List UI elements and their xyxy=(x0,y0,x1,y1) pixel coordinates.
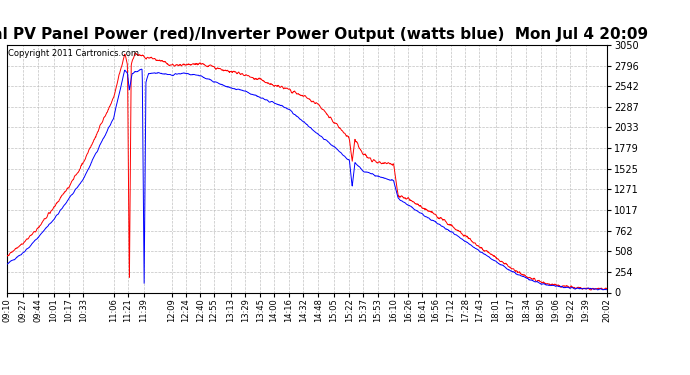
Title: Total PV Panel Power (red)/Inverter Power Output (watts blue)  Mon Jul 4 20:09: Total PV Panel Power (red)/Inverter Powe… xyxy=(0,27,648,42)
Text: Copyright 2011 Cartronics.com: Copyright 2011 Cartronics.com xyxy=(8,49,139,58)
